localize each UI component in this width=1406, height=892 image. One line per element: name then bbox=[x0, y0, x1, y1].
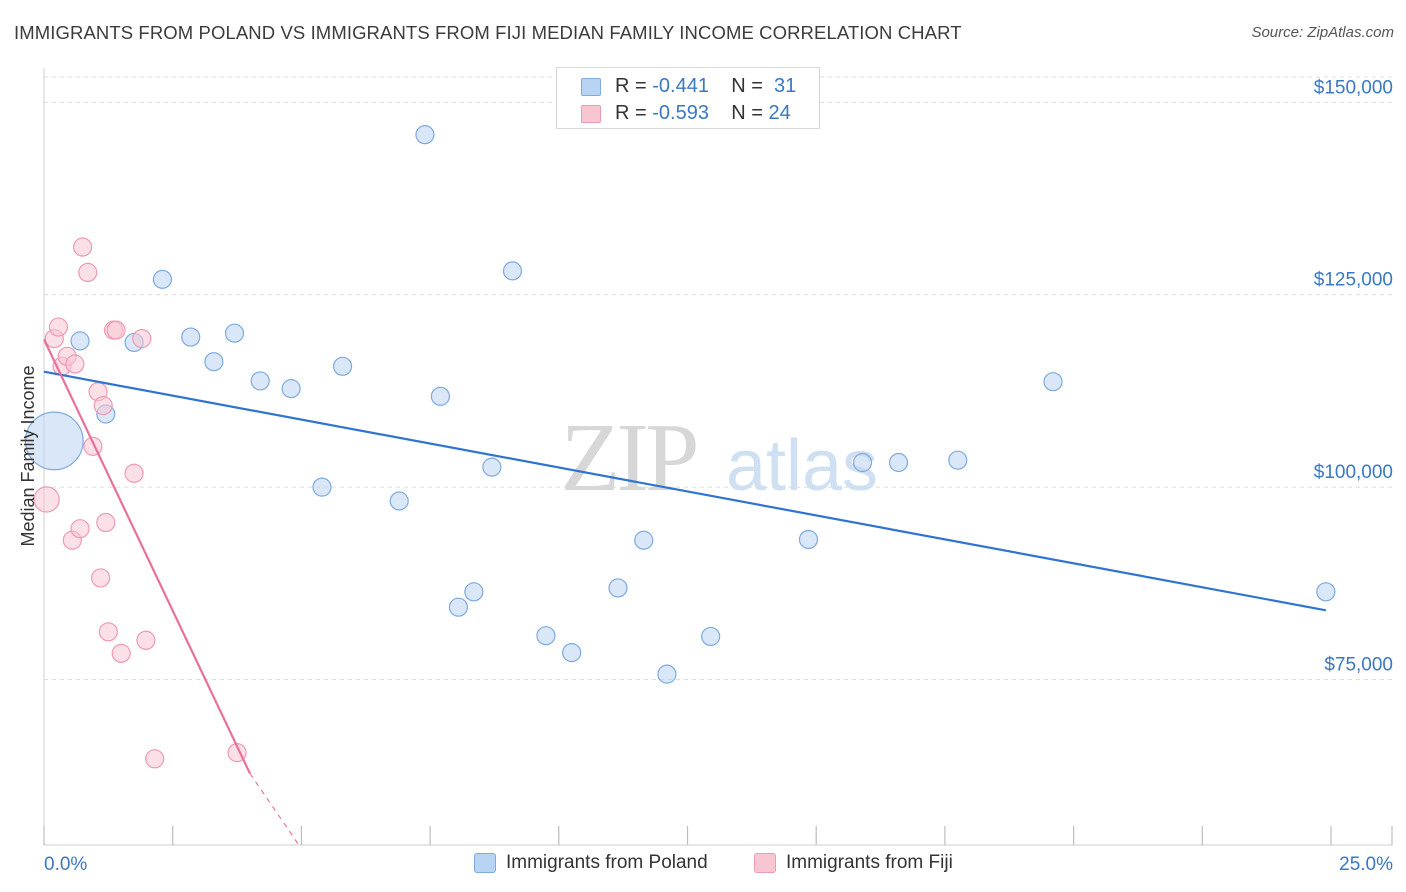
fiji-trend-line bbox=[43, 338, 251, 774]
fiji-point bbox=[145, 749, 165, 769]
r-value: -0.441 bbox=[652, 75, 709, 97]
fiji-point bbox=[91, 568, 111, 588]
gridlines bbox=[44, 76, 1392, 681]
poland-point bbox=[181, 327, 201, 347]
n-label: N = bbox=[731, 75, 769, 97]
poland-point bbox=[281, 379, 301, 399]
poland-point bbox=[152, 269, 173, 289]
poland-point bbox=[502, 261, 523, 281]
poland-point bbox=[1316, 582, 1336, 602]
poland-point bbox=[608, 578, 628, 598]
fiji-point bbox=[73, 237, 93, 257]
r-value: -0.593 bbox=[652, 102, 709, 124]
fiji-point bbox=[98, 622, 118, 642]
x-tick-label: 0.0% bbox=[44, 854, 87, 875]
fiji-swatch bbox=[581, 105, 601, 123]
fiji-legend-swatch bbox=[754, 853, 776, 873]
poland-point bbox=[701, 626, 721, 647]
fiji-point bbox=[65, 354, 85, 374]
fiji-point bbox=[106, 320, 126, 340]
fiji-point bbox=[124, 463, 144, 483]
poland-point bbox=[415, 125, 435, 145]
poland-point bbox=[430, 386, 450, 406]
axes bbox=[43, 68, 1393, 846]
poland-point bbox=[312, 477, 332, 497]
fiji-point bbox=[70, 519, 90, 539]
chart-title: IMMIGRANTS FROM POLAND VS IMMIGRANTS FRO… bbox=[14, 22, 962, 43]
poland-point bbox=[657, 664, 677, 684]
fiji-point bbox=[111, 643, 131, 663]
y-tick-label: $75,000 bbox=[1324, 655, 1393, 676]
poland-point bbox=[798, 529, 819, 550]
fiji-point bbox=[78, 262, 98, 283]
n-value: 24 bbox=[768, 102, 791, 124]
fiji-point bbox=[93, 395, 113, 416]
watermark-atlas: atlas bbox=[726, 426, 878, 506]
fiji-point bbox=[48, 317, 69, 337]
fiji-point bbox=[132, 328, 152, 349]
r-label: R = bbox=[615, 102, 653, 124]
fiji-point bbox=[136, 630, 156, 650]
poland-point bbox=[1043, 372, 1063, 392]
fiji-trend-extension bbox=[249, 773, 300, 846]
poland-point bbox=[389, 491, 409, 511]
poland-point bbox=[250, 371, 270, 391]
watermark-zip: ZIP bbox=[561, 404, 696, 512]
stats-legend: R = -0.441 N = 31 R = -0.593 N = 24 bbox=[556, 67, 820, 129]
poland-point bbox=[332, 356, 353, 376]
r-label: R = bbox=[615, 75, 653, 97]
n-label: N = bbox=[731, 102, 769, 124]
poland-point bbox=[464, 582, 484, 602]
x-tick-label: 25.0% bbox=[1339, 854, 1393, 875]
y-tick-label: $125,000 bbox=[1314, 270, 1393, 291]
data-points bbox=[24, 125, 1336, 769]
poland-point bbox=[70, 331, 90, 351]
poland-trend-line bbox=[43, 370, 1327, 612]
poland-point bbox=[448, 597, 469, 617]
legend-label-fiji: Immigrants from Fiji bbox=[786, 852, 953, 873]
legend-label-poland: Immigrants from Poland bbox=[506, 852, 708, 873]
fiji-point bbox=[96, 512, 116, 533]
watermark: ZIP atlas bbox=[561, 404, 879, 512]
n-value: 31 bbox=[774, 75, 797, 97]
poland-legend-swatch bbox=[474, 853, 496, 873]
poland-point bbox=[224, 323, 245, 343]
y-tick-label: $150,000 bbox=[1314, 77, 1393, 98]
poland-point bbox=[888, 452, 909, 473]
tick-labels: $75,000 $100,000 $125,000 $150,000 0.0% 25.0% bbox=[44, 77, 1393, 875]
y-tick-label: $100,000 bbox=[1314, 462, 1393, 483]
poland-swatch bbox=[581, 78, 601, 96]
y-axis-label: Median Family Income bbox=[18, 365, 38, 546]
poland-point bbox=[852, 452, 873, 473]
poland-point bbox=[482, 457, 502, 477]
trend-lines bbox=[43, 338, 1327, 846]
fiji-point bbox=[33, 486, 60, 513]
poland-point bbox=[24, 411, 84, 471]
chart-source: Source: ZipAtlas.com bbox=[1251, 24, 1394, 41]
poland-point bbox=[634, 530, 654, 550]
poland-point bbox=[562, 642, 582, 663]
poland-point bbox=[204, 352, 224, 372]
poland-point bbox=[536, 626, 556, 646]
poland-point bbox=[948, 450, 968, 470]
